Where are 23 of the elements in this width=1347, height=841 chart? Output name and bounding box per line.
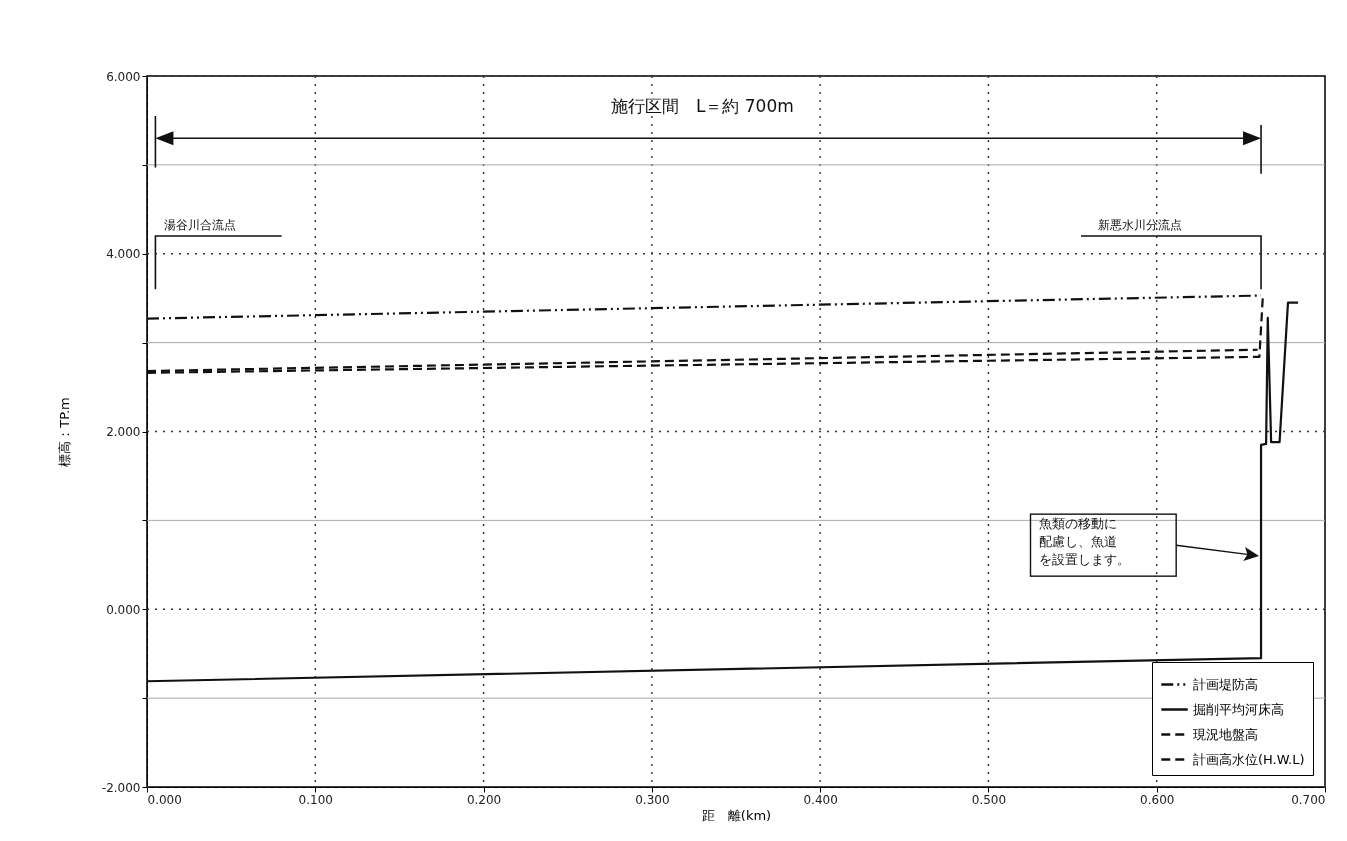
legend-label: 計画高水位(H.W.L) <box>1193 751 1305 767</box>
legend-label: 計画堤防高 <box>1193 676 1258 692</box>
y-tick-label: 0.000 <box>106 602 141 617</box>
x-tick-label: 0.600 <box>1140 792 1175 807</box>
annotation: 新悪水川分流点 <box>1097 217 1182 232</box>
x-tick-label: 0.300 <box>635 792 670 807</box>
y-tick-label: 6.000 <box>106 69 141 84</box>
legend-label: 現況地盤高 <box>1193 726 1258 742</box>
annotation: 魚類の移動に配慮し、魚道を設置します。 <box>1038 515 1130 567</box>
y-tick-label: -2.000 <box>101 780 141 795</box>
annotation: 施行区間 L＝約 700m <box>610 95 794 116</box>
x-tick-label: 0.500 <box>971 792 1007 807</box>
x-tick-label: 0.100 <box>298 792 333 807</box>
legend-label: 掘削平均河床高 <box>1193 701 1284 717</box>
y-tick-label: 2.000 <box>106 425 141 439</box>
y-axis-title: 標高：TP.m <box>56 397 72 467</box>
x-tick-label: 0.700 <box>1291 792 1326 807</box>
y-tick-label: 4.000 <box>106 247 141 262</box>
x-axis-title: 距 離(km) <box>701 807 772 823</box>
annotation: 湯谷川合流点 <box>163 217 236 232</box>
x-tick-label: 0.400 <box>803 792 838 807</box>
x-tick-label: 0.200 <box>466 792 502 807</box>
x-tick-label: 0.000 <box>147 792 182 807</box>
